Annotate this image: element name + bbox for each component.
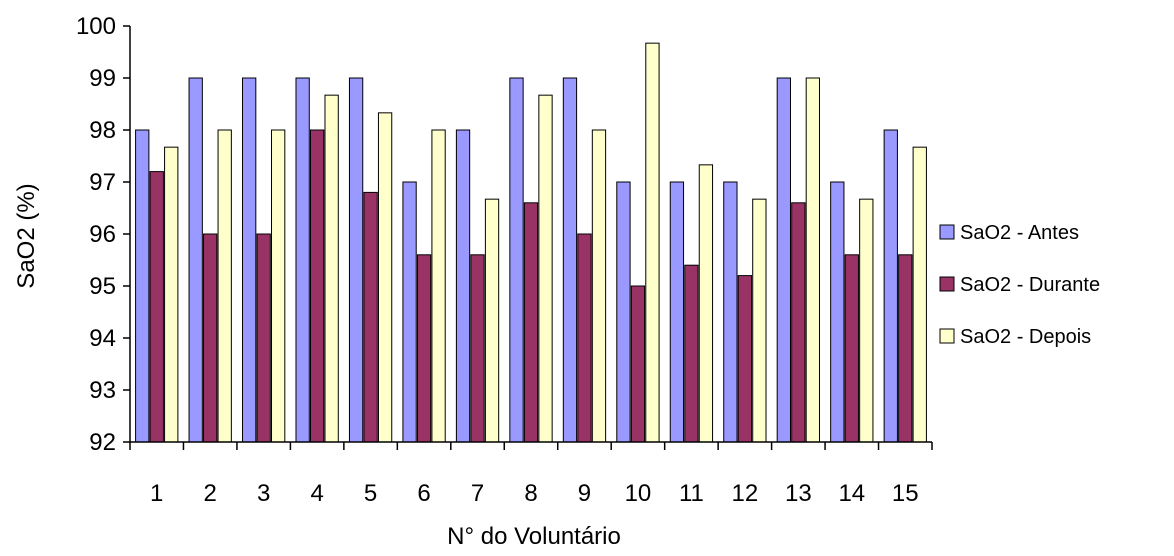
legend-label: SaO2 - Durante	[960, 274, 1100, 296]
bar-durante	[149, 171, 164, 443]
legend: SaO2 - Antes SaO2 - Durante SaO2 - Depois	[939, 222, 1100, 348]
y-tick-label: 94	[89, 325, 116, 352]
bar-antes	[723, 181, 738, 443]
bar-depois	[912, 146, 927, 443]
bar-depois	[484, 198, 500, 443]
x-tick-label: 3	[257, 480, 270, 507]
legend-label: SaO2 - Antes	[960, 222, 1079, 244]
y-tick-label: 95	[89, 273, 116, 300]
bar-antes	[455, 129, 471, 443]
bar-durante	[898, 254, 913, 443]
x-tick-label: 11	[679, 480, 704, 507]
bar-durante	[309, 129, 325, 443]
bar-antes	[883, 129, 898, 443]
legend-swatch	[939, 276, 955, 292]
bar-antes	[188, 77, 203, 443]
legend-swatch	[939, 328, 955, 344]
y-tick-label: 100	[76, 13, 116, 40]
bar-depois	[752, 198, 767, 443]
y-tick-label: 93	[89, 377, 116, 404]
bars-group	[135, 42, 927, 443]
bar-depois	[271, 129, 286, 443]
bar-durante	[791, 202, 806, 443]
x-tick-label: 4	[310, 480, 323, 507]
bar-antes	[669, 181, 685, 443]
bar-antes	[135, 129, 150, 443]
bar-depois	[859, 198, 874, 443]
x-tick-label: 15	[892, 480, 919, 507]
bar-depois	[805, 77, 820, 443]
x-tick-label: 13	[785, 480, 812, 507]
legend-label: SaO2 - Depois	[960, 326, 1091, 348]
bar-antes	[616, 181, 631, 443]
bar-antes	[562, 77, 578, 443]
x-tick-label: 10	[625, 480, 652, 507]
bar-durante	[523, 202, 539, 443]
y-tick-label: 97	[89, 169, 116, 196]
x-tick-label: 12	[732, 480, 759, 507]
x-tick-label: 9	[578, 480, 591, 507]
bar-depois	[591, 129, 607, 443]
bar-durante	[203, 233, 218, 443]
y-axis-label: SaO2 (%)	[13, 183, 40, 288]
bar-depois	[217, 129, 232, 443]
x-tick-label: 1	[150, 480, 163, 507]
x-ticks-group: 1 2 3 4 5 6 7 8 9 10 11 12 13 14 15	[129, 442, 933, 507]
bar-depois	[645, 42, 660, 443]
bar-antes	[830, 181, 845, 443]
y-ticks-group: 92 93 94 95 96 97 98 99 100	[76, 13, 130, 456]
x-tick-label: 5	[364, 480, 377, 507]
bar-depois	[698, 164, 714, 443]
y-tick-label: 99	[89, 65, 116, 92]
y-tick-label: 96	[89, 221, 116, 248]
bar-antes	[776, 77, 791, 443]
bar-depois	[324, 94, 339, 443]
x-tick-label: 2	[204, 480, 217, 507]
bar-durante	[470, 254, 485, 443]
x-tick-label: 6	[417, 480, 430, 507]
bar-depois	[377, 112, 393, 443]
x-axis-label: N° do Voluntário	[447, 523, 621, 550]
bar-durante	[844, 254, 859, 443]
bar-antes	[348, 77, 364, 443]
bar-depois	[431, 129, 446, 443]
bar-durante	[630, 285, 646, 443]
bar-durante	[416, 254, 432, 443]
x-tick-label: 14	[838, 480, 865, 507]
bar-antes	[242, 77, 257, 443]
bar-antes	[295, 77, 310, 443]
y-tick-label: 98	[89, 117, 116, 144]
legend-swatch	[939, 224, 955, 240]
y-tick-label: 92	[89, 429, 116, 456]
bar-durante	[256, 233, 271, 443]
bar-durante	[577, 233, 592, 443]
bar-depois	[538, 94, 553, 443]
x-tick-label: 8	[524, 480, 537, 507]
bar-durante	[363, 191, 378, 443]
x-tick-label: 7	[471, 480, 484, 507]
bar-durante	[684, 264, 699, 443]
bar-depois	[164, 146, 179, 443]
bar-antes	[402, 181, 417, 443]
bar-antes	[509, 77, 524, 443]
bar-durante	[737, 275, 753, 443]
